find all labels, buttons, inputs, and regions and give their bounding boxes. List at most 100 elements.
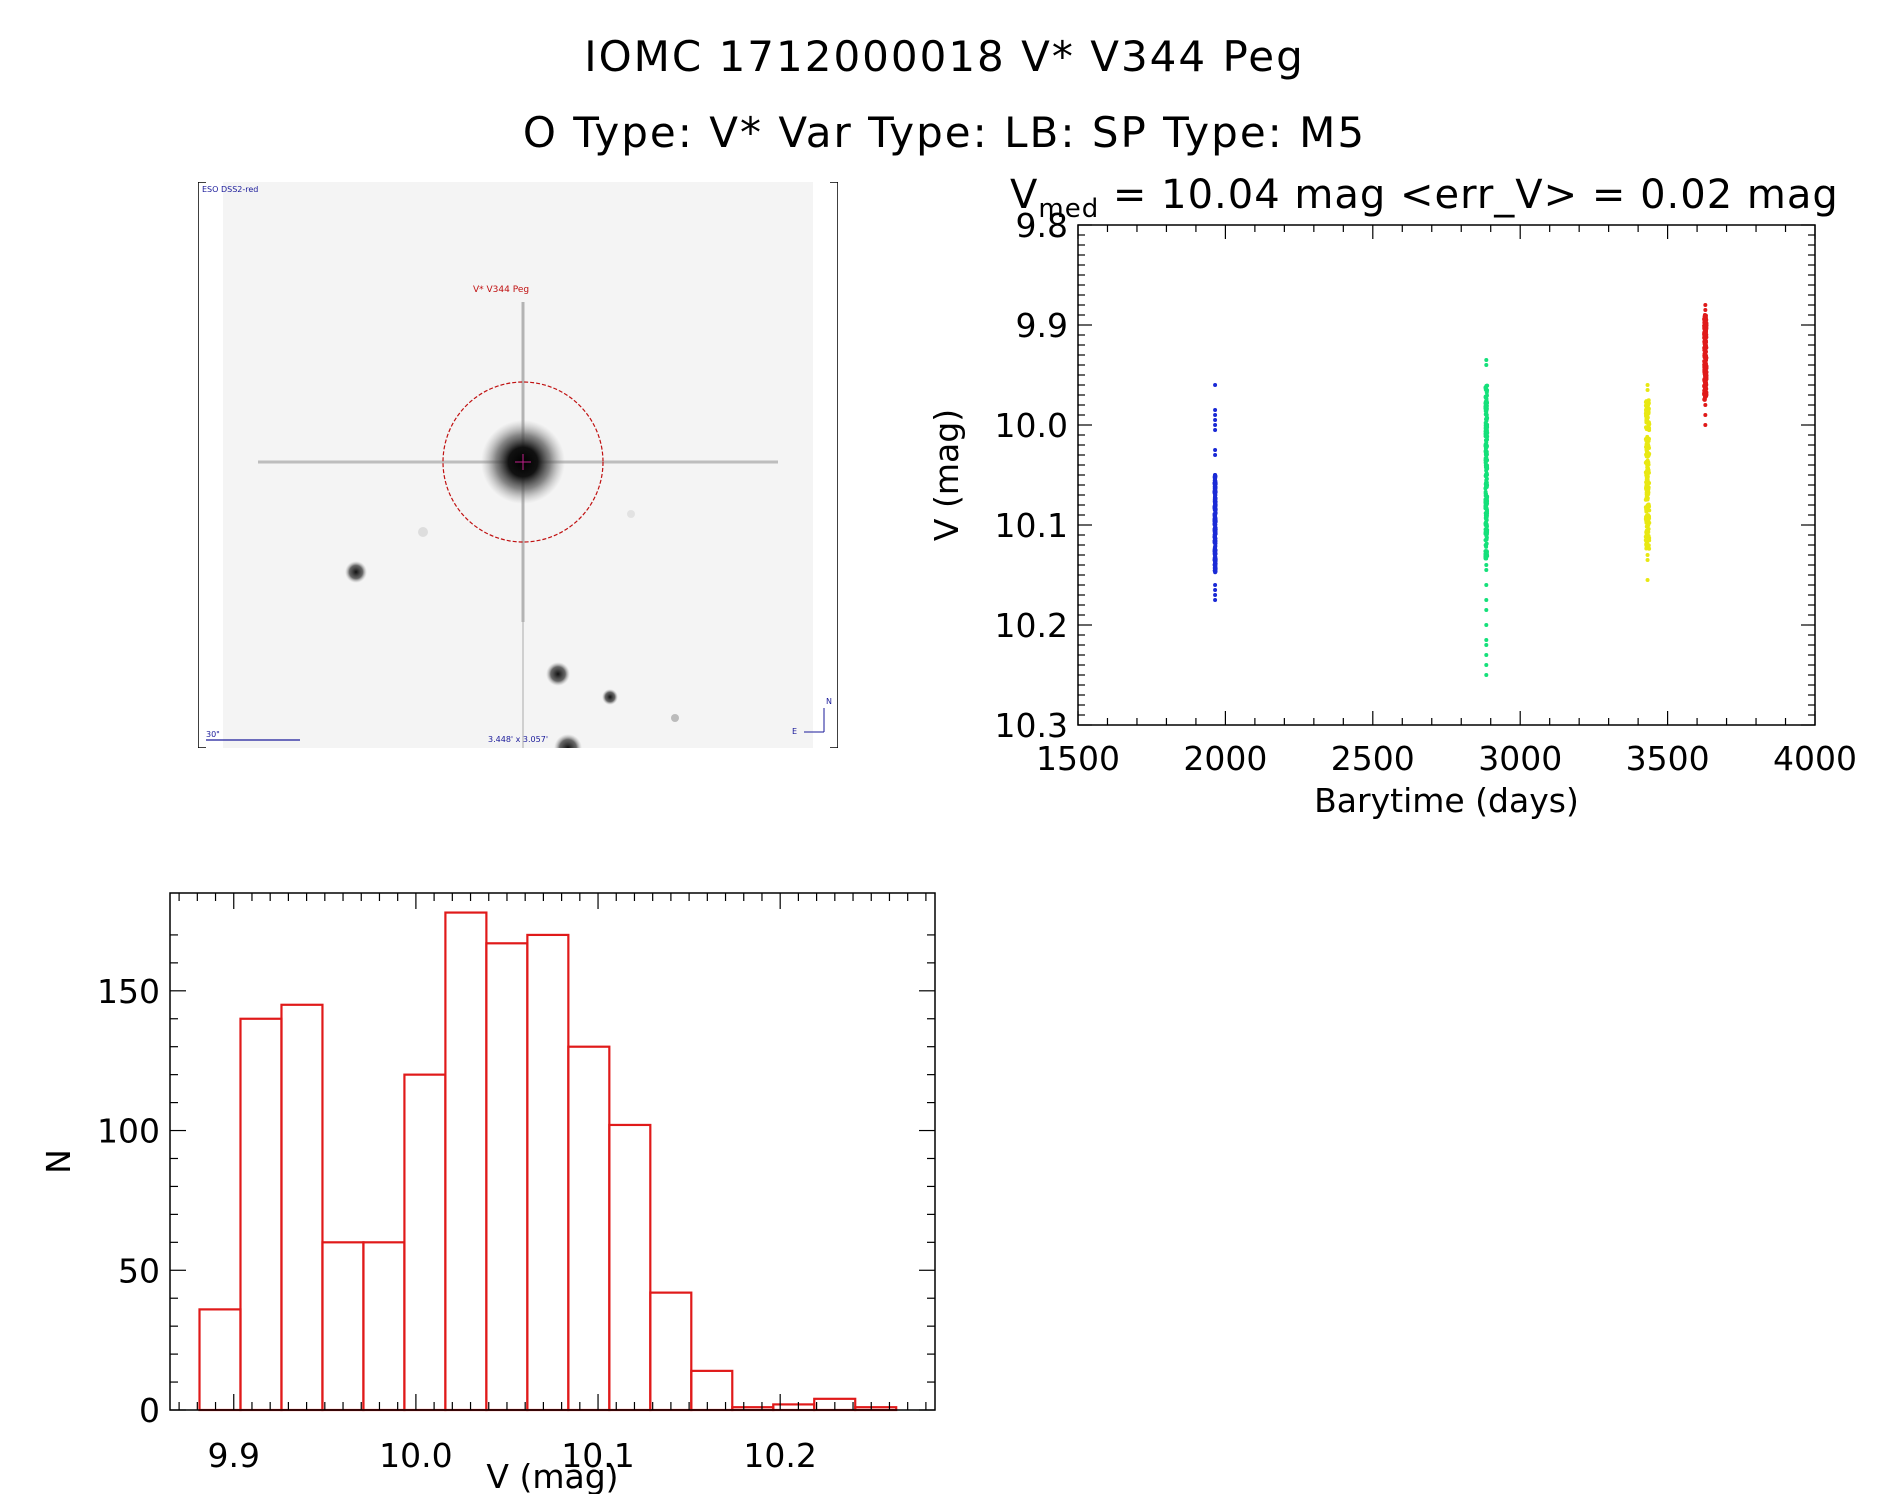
y-tick-label: 10.1	[995, 506, 1068, 545]
lc-point	[1704, 370, 1709, 375]
lc-point	[1213, 413, 1218, 417]
y-tick-label: 100	[97, 1112, 160, 1151]
field-star	[627, 510, 635, 518]
lc-point	[1213, 418, 1218, 422]
histogram-ylabel: N	[39, 1149, 78, 1174]
histogram-axes: 9.9 10.0 10.1 10.2 0 50 100 150	[97, 892, 936, 1475]
light-curve-points	[1212, 303, 1709, 677]
lc-point	[1703, 308, 1708, 312]
lc-point	[1213, 563, 1218, 568]
histogram-bar	[485, 942, 529, 1412]
lc-point	[1702, 376, 1707, 381]
lc-point	[1703, 343, 1708, 348]
lc-point	[1213, 408, 1218, 412]
lc-point	[1703, 381, 1708, 386]
x-tick-label: 1500	[1036, 739, 1120, 778]
finder-survey-label: ESO DSS2-red	[202, 185, 258, 194]
lc-point	[1644, 546, 1649, 551]
lc-point	[1213, 383, 1218, 387]
field-star	[554, 734, 582, 748]
lc-point	[1483, 499, 1488, 504]
light-curve-chart: 1500 2000 2500 3000 3500 4000 9.8 9.9 10.0 10.1 10…	[927, 206, 1857, 820]
lc-point	[1484, 528, 1489, 533]
lc-point	[1703, 353, 1708, 358]
finder-chart-image: ESO DSS2-red V* V344 Peg 30" 3.448' x 3.…	[198, 182, 838, 748]
lc-point	[1704, 323, 1709, 328]
lc-point	[1484, 583, 1489, 587]
lc-point	[1484, 623, 1489, 627]
lc-point	[1644, 471, 1649, 476]
lc-point	[1644, 528, 1649, 533]
lc-point	[1646, 534, 1651, 539]
lc-point	[1484, 543, 1489, 548]
lc-point	[1484, 568, 1489, 572]
lc-point	[1703, 413, 1708, 417]
lc-point	[1645, 383, 1650, 387]
x-tick-label: 2000	[1183, 739, 1267, 778]
y-tick-label: 0	[139, 1391, 160, 1430]
field-star	[418, 527, 428, 537]
lc-point	[1645, 410, 1650, 415]
lc-point	[1484, 358, 1489, 362]
lc-point	[1212, 503, 1217, 508]
histogram-bar	[608, 1123, 652, 1412]
chart-subtitle-types: O Type: V* Var Type: LB: SP Type: M5	[522, 108, 1367, 157]
lc-point	[1213, 497, 1218, 502]
lc-point	[1484, 426, 1489, 431]
x-tick-label: 3500	[1626, 739, 1710, 778]
histogram-bar	[772, 1403, 816, 1412]
lc-point	[1484, 549, 1489, 554]
lc-point	[1645, 558, 1650, 562]
field-star	[345, 561, 367, 583]
light-curve-axes: 1500 2000 2500 3000 3500 4000 9.8 9.9 10.0 10.1 10…	[995, 206, 1857, 778]
lc-point	[1484, 524, 1489, 529]
lc-point	[1484, 409, 1489, 414]
lc-point	[1646, 502, 1651, 507]
lc-point	[1213, 530, 1218, 535]
lc-point	[1644, 483, 1649, 488]
lc-point	[1703, 313, 1708, 318]
lc-point	[1484, 663, 1489, 667]
lc-point	[1703, 327, 1708, 332]
lc-point	[1645, 449, 1650, 454]
lc-point	[1703, 423, 1708, 427]
light-curve-ylabel: V (mag)	[927, 409, 966, 541]
lc-point	[1644, 460, 1649, 465]
x-tick-label: 4000	[1773, 739, 1857, 778]
finder-scale-label: 30"	[206, 730, 220, 739]
lc-point	[1484, 444, 1489, 449]
lc-point	[1483, 538, 1488, 543]
lc-point	[1213, 541, 1218, 546]
lc-point	[1484, 556, 1489, 561]
lc-point	[1703, 303, 1708, 307]
y-tick-label: 50	[118, 1251, 160, 1290]
lc-point	[1485, 483, 1490, 488]
lc-point	[1484, 363, 1489, 367]
lc-point	[1484, 653, 1489, 657]
lc-point	[1484, 466, 1489, 471]
histogram-bar	[444, 911, 488, 1412]
lc-point	[1645, 465, 1650, 470]
histogram-bar	[239, 1017, 283, 1412]
lc-point	[1644, 480, 1649, 485]
histogram-bars	[198, 911, 898, 1412]
lc-point	[1643, 400, 1648, 405]
x-tick-label: 9.9	[208, 1436, 260, 1475]
light-curve-xlabel: Barytime (days)	[1314, 781, 1579, 820]
lc-point	[1645, 518, 1650, 523]
field-star	[602, 689, 618, 705]
histogram-bar	[649, 1291, 693, 1412]
lc-point	[1483, 504, 1488, 509]
lc-point	[1213, 493, 1218, 498]
lc-point	[1484, 440, 1489, 445]
lc-point	[1483, 473, 1488, 478]
lc-point	[1483, 458, 1488, 463]
lc-point	[1704, 372, 1709, 377]
y-tick-label: 150	[97, 972, 160, 1011]
lc-point	[1645, 553, 1650, 557]
lc-point	[1213, 588, 1218, 592]
lc-point	[1213, 534, 1218, 539]
lc-point	[1704, 317, 1709, 322]
lc-point	[1644, 494, 1649, 499]
